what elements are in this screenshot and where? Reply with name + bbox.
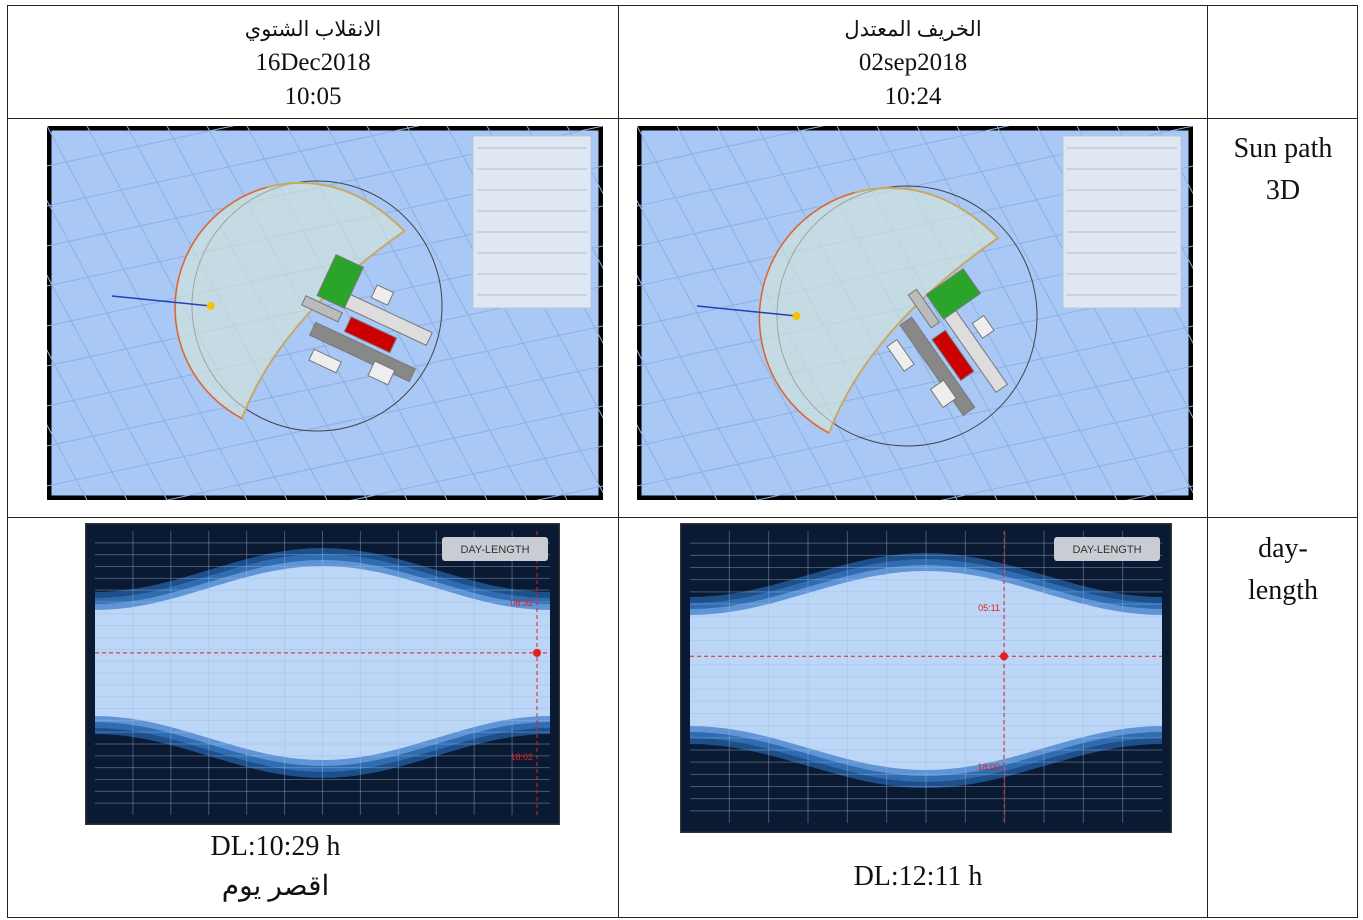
building xyxy=(929,379,957,409)
border xyxy=(618,5,619,918)
building xyxy=(925,268,982,320)
header-date: 16Dec2018 xyxy=(255,49,371,76)
grid xyxy=(956,126,1158,500)
sun-path-image xyxy=(637,126,1193,500)
sunrise-label: 08:32 xyxy=(510,598,533,608)
building xyxy=(943,309,1009,394)
grid xyxy=(637,325,1193,447)
row-label: day- xyxy=(1258,533,1308,564)
sun-ray xyxy=(696,305,797,317)
row-label: 3D xyxy=(1265,175,1301,206)
caption: DL:10:29 h xyxy=(210,831,341,862)
building xyxy=(367,360,396,386)
grid xyxy=(637,274,758,500)
grid xyxy=(47,126,235,167)
daylight-band xyxy=(690,571,1162,770)
grid xyxy=(566,126,603,195)
buildings xyxy=(886,268,1009,416)
border xyxy=(7,517,1358,518)
grid xyxy=(165,405,603,500)
button-label: DAY-LENGTH xyxy=(460,544,529,556)
button xyxy=(1054,537,1160,561)
grid xyxy=(47,424,88,500)
grid xyxy=(876,126,1078,500)
grid xyxy=(47,126,421,207)
grid xyxy=(366,126,568,500)
border xyxy=(7,5,8,918)
building xyxy=(971,314,995,339)
grid xyxy=(47,274,168,500)
header-time: 10:24 xyxy=(884,83,942,110)
border xyxy=(7,5,1358,6)
grid xyxy=(637,365,1193,487)
sun-ray xyxy=(111,295,211,307)
header-time: 10:05 xyxy=(284,83,342,110)
grid xyxy=(47,365,603,487)
building xyxy=(309,321,416,383)
grid xyxy=(637,126,825,167)
day-length-image: 05:11 18:00 DAY-LENGTH xyxy=(680,523,1172,833)
grid xyxy=(836,126,1038,500)
grid xyxy=(916,126,1118,500)
grid xyxy=(1156,126,1193,195)
sun xyxy=(206,302,215,310)
sun xyxy=(792,312,801,320)
grid xyxy=(47,349,128,500)
grid xyxy=(637,126,1011,207)
buildings xyxy=(301,254,433,386)
sunset-label: 18:02 xyxy=(510,752,533,762)
sun-arc xyxy=(174,186,268,419)
panel xyxy=(472,135,592,309)
building xyxy=(886,338,915,372)
header-title: الانقلاب الشتوي xyxy=(244,17,382,41)
grid xyxy=(406,126,603,494)
building xyxy=(907,288,941,329)
daylight-band xyxy=(95,566,550,760)
sunrise-label: 05:11 xyxy=(978,603,1000,613)
grid xyxy=(637,349,718,500)
grid xyxy=(47,325,603,447)
border xyxy=(1207,5,1208,918)
header-date: 02sep2018 xyxy=(858,49,968,76)
grid xyxy=(940,445,1193,500)
header-title: الخريف المعتدل xyxy=(844,17,982,41)
grid xyxy=(637,424,678,500)
marker xyxy=(533,648,541,657)
border xyxy=(7,118,1358,119)
row-label: length xyxy=(1248,575,1318,606)
grid xyxy=(637,126,838,500)
building xyxy=(344,293,433,346)
building xyxy=(931,329,975,382)
building xyxy=(343,316,398,354)
grid xyxy=(350,445,603,500)
button xyxy=(442,537,548,561)
panel xyxy=(1062,135,1182,309)
grid xyxy=(996,126,1193,494)
grid xyxy=(755,405,1193,500)
caption: DL:12:11 h xyxy=(853,861,983,892)
button-label: DAY-LENGTH xyxy=(1072,544,1141,556)
building xyxy=(308,348,342,374)
border xyxy=(7,917,1358,918)
marker xyxy=(1000,652,1008,661)
row-label: Sun path xyxy=(1233,133,1333,164)
grid xyxy=(47,126,248,500)
building xyxy=(301,295,343,323)
sun-arc xyxy=(758,192,856,434)
note: اقصر يوم xyxy=(221,871,330,902)
day-length-image: 08:32 18:02 DAY-LENGTH xyxy=(85,523,560,825)
sunset-label: 18:00 xyxy=(977,762,1000,772)
building xyxy=(316,254,364,309)
building xyxy=(370,284,395,306)
border xyxy=(1357,5,1358,918)
building xyxy=(899,316,976,416)
sun-path-image xyxy=(47,126,603,500)
